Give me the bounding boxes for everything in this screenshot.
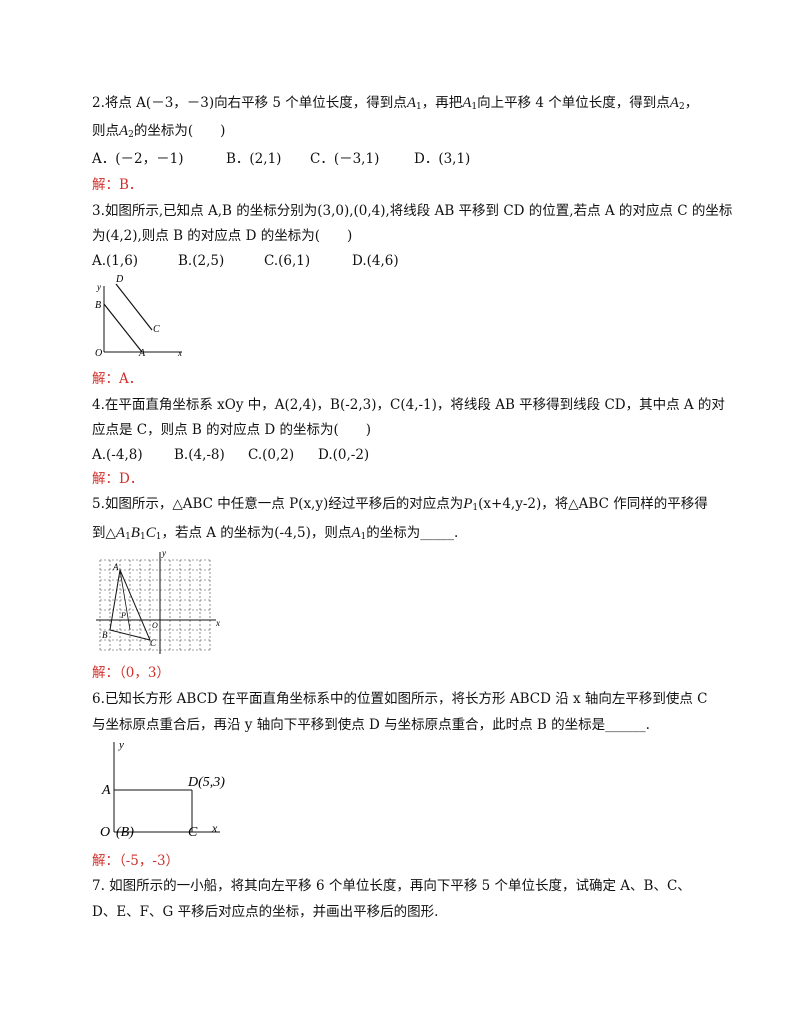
- q3-options: A.(1,6) B.(2,5) C.(6,1) D.(4,6): [92, 252, 399, 270]
- label-C: C: [150, 638, 157, 648]
- q4-option-d: D.(0,-2): [318, 447, 370, 463]
- q5-answer: 解：（0，3）: [92, 665, 170, 681]
- q2-options: A．(－2，－1) B．(2,1) C．(－3,1) D．(3,1): [92, 150, 470, 168]
- median-line: [119, 569, 131, 631]
- q4-option-a: A.(-4,8): [92, 447, 143, 463]
- q3-figure: D y B C O A x: [95, 274, 182, 359]
- label-D: D: [115, 274, 124, 285]
- label-B: B: [95, 300, 101, 311]
- q2-option-d: D．(3,1): [414, 151, 471, 167]
- q4-line2: 应点是 C，则点 B 的对应点 D 的坐标为( ): [92, 422, 372, 438]
- label-O: O: [152, 621, 158, 630]
- label-x: x: [177, 348, 182, 358]
- grid: [99, 559, 211, 651]
- label-y: y: [118, 739, 124, 751]
- label-y: y: [96, 282, 101, 292]
- label-A: A: [101, 783, 111, 798]
- label-C: C: [188, 825, 198, 840]
- q5-grid-figure: y x A B C P O: [96, 548, 220, 654]
- point-A1: A: [406, 95, 416, 111]
- q5-line1: 5.如图所示，△ABC 中任意一点 P(x,y)经过平移后的对应点为P1(x+4…: [92, 496, 708, 513]
- label-B: (B): [116, 825, 134, 840]
- q4-option-c: C.(0,2): [248, 447, 295, 463]
- triangle-ABC: [109, 568, 151, 641]
- label-C: C: [153, 324, 160, 335]
- label-O: O: [100, 825, 110, 840]
- q3-option-a: A.(1,6): [92, 253, 139, 269]
- segment-AB: [103, 303, 143, 353]
- segment-CD: [115, 283, 153, 331]
- q3-option-d: D.(4,6): [352, 253, 399, 269]
- label-D: D(5,3): [187, 775, 225, 790]
- q2-line1: 2.将点 A(－3，－3)向右平移 5 个单位长度，得到点A1，再把A1向上平移…: [92, 95, 699, 112]
- q6-figure: y A D(5,3) O (B) C x: [100, 739, 225, 840]
- q3-option-c: C.(6,1): [264, 253, 311, 269]
- label-A: A: [112, 562, 119, 572]
- q2-line2: 则点A2的坐标为( ): [92, 123, 226, 140]
- q2-option-b: B．(2,1): [226, 151, 282, 167]
- label-B: B: [102, 630, 108, 640]
- label-P: P: [120, 611, 126, 620]
- q5-line2: 到△A1B1C1，若点 A 的坐标为(-4,5)，则点A1的坐标为_____.: [92, 525, 459, 542]
- label-O: O: [95, 348, 102, 359]
- label-A: A: [138, 348, 146, 359]
- q6-line1: 6.已知长方形 ABCD 在平面直角坐标系中的位置如图所示，将长方形 ABCD …: [92, 691, 708, 707]
- label-x: x: [215, 618, 220, 628]
- q7-line1: 7. 如图所示的一小船，将其向左平移 6 个单位长度，再向下平移 5 个单位长度…: [92, 878, 691, 894]
- q2-option-a: A．(－2，－1): [92, 151, 184, 167]
- label-y: y: [161, 548, 166, 558]
- q6-line2: 与坐标原点重合后，再沿 y 轴向下平移到使点 D 与坐标原点重合，此时点 B 的…: [92, 717, 650, 733]
- point-A1-ref: A: [462, 95, 472, 111]
- q6-answer: 解：（-5，-3）: [92, 853, 180, 869]
- q3-line2: 为(4,2),则点 B 的对应点 D 的坐标为( ): [92, 228, 353, 244]
- q4-option-b: B.(4,-8): [174, 447, 225, 463]
- q7-line2: D、E、F、G 平移后对应点的坐标，并画出平移后的图形.: [92, 904, 439, 920]
- q4-line1: 4.在平面直角坐标系 xOy 中，A(2,4)，B(-2,3)，C(4,-1)，…: [92, 397, 725, 413]
- q2-answer: 解：B．: [92, 177, 143, 193]
- q4-answer: 解：D．: [92, 471, 144, 487]
- q3-line1: 3.如图所示,已知点 A,B 的坐标分别为(3,0),(0,4),将线段 AB …: [92, 203, 733, 219]
- point-A2: A: [669, 95, 679, 111]
- q3-answer: 解：A．: [92, 371, 143, 387]
- q2-option-c: C．(－3,1): [310, 151, 380, 167]
- q3-option-b: B.(2,5): [178, 253, 225, 269]
- q4-options: A.(-4,8) B.(4,-8) C.(0,2) D.(0,-2): [92, 446, 369, 464]
- label-x: x: [211, 821, 218, 835]
